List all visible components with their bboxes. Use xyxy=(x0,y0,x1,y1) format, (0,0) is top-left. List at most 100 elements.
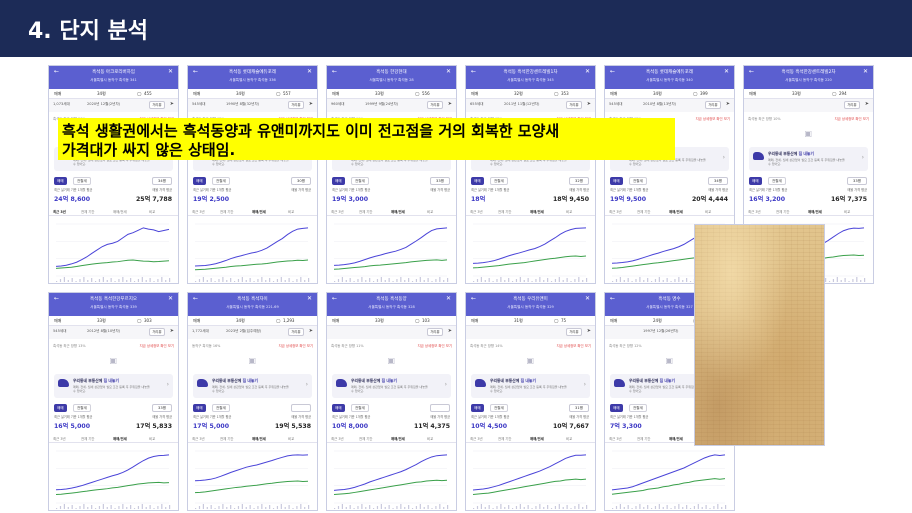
notice-link[interactable]: 지금 상세정보 확인 보기 xyxy=(278,344,313,348)
notice-link[interactable]: 지금 상세정보 확인 보기 xyxy=(139,344,174,348)
back-arrow-icon[interactable]: ← xyxy=(193,68,199,75)
street-view-button[interactable]: 거리뷰 xyxy=(427,328,443,336)
deal-type-label[interactable]: 매매 xyxy=(54,318,62,323)
period-tab[interactable]: 매매/전세 xyxy=(113,437,127,441)
share-icon[interactable]: ➤ xyxy=(725,101,730,107)
promo-link[interactable]: 집 내놓기 xyxy=(798,151,814,156)
camera-icon[interactable]: ▣ xyxy=(526,356,535,365)
tab-jeonse[interactable]: 전월세 xyxy=(768,177,786,185)
comment-icon[interactable]: ◯ xyxy=(554,318,559,323)
listing-card[interactable]: ← 흑석동 흑석한강푸르지오 서울특별시 동작구 흑석동 339 ✕ 매매 33평 ◯ 303… xyxy=(48,292,179,511)
share-icon[interactable]: ➤ xyxy=(169,328,174,334)
promo-link[interactable]: 집 내놓기 xyxy=(659,378,675,383)
pyeong-label[interactable]: 33평 xyxy=(792,91,801,96)
back-arrow-icon[interactable]: ← xyxy=(193,295,199,302)
period-tab[interactable]: 최근 3년 xyxy=(331,437,344,441)
street-view-button[interactable]: 거리뷰 xyxy=(844,101,860,109)
share-icon[interactable]: ➤ xyxy=(169,101,174,107)
pyeong-select[interactable] xyxy=(430,404,450,412)
street-view-button[interactable]: 거리뷰 xyxy=(288,101,304,109)
period-tab[interactable]: 매매/전세 xyxy=(669,210,683,214)
period-tab[interactable]: 전체 기간 xyxy=(637,437,651,441)
back-arrow-icon[interactable]: ← xyxy=(471,295,477,302)
back-arrow-icon[interactable]: ← xyxy=(54,295,60,302)
tab-trade[interactable]: 매매 xyxy=(471,177,484,185)
period-tab[interactable]: 전체 기간 xyxy=(498,210,512,214)
share-icon[interactable]: ➤ xyxy=(308,328,313,334)
tab-jeonse[interactable]: 전월세 xyxy=(490,404,508,412)
pyeong-label[interactable]: 34평 xyxy=(236,91,245,96)
comment-icon[interactable]: ◯ xyxy=(415,91,420,96)
deal-type-label[interactable]: 매매 xyxy=(193,91,201,96)
camera-icon[interactable]: ▣ xyxy=(109,356,118,365)
period-tab[interactable]: 매매/전세 xyxy=(808,210,822,214)
deal-type-label[interactable]: 매매 xyxy=(610,91,618,96)
listing-card[interactable]: ← 흑석동 흑석동양 서울특별시 동작구 흑석동 328 ✕ 매매 33평 ◯ 103 거리뷰 ➤… xyxy=(326,292,457,511)
street-view-button[interactable]: 거리뷰 xyxy=(149,328,165,336)
tab-jeonse[interactable]: 전월세 xyxy=(351,404,369,412)
close-icon[interactable]: ✕ xyxy=(167,68,173,75)
comment-icon[interactable]: ◯ xyxy=(137,91,142,96)
tab-jeonse[interactable]: 전월세 xyxy=(73,177,91,185)
period-tab[interactable]: 매매/전세 xyxy=(252,437,266,441)
pyeong-select[interactable]: 33평 xyxy=(847,177,867,185)
tab-jeonse[interactable]: 전월세 xyxy=(212,404,230,412)
listing-card[interactable]: ← 흑석동 흑석한강센트레빌1차 서울특별시 동작구 흑석동 345 ✕ 매매 32평 ◯ 3… xyxy=(465,65,596,284)
period-tab[interactable]: 최근 3년 xyxy=(609,437,622,441)
tab-trade[interactable]: 매매 xyxy=(610,177,623,185)
notice-link[interactable]: 지금 상세정보 확인 보기 xyxy=(556,344,591,348)
camera-icon[interactable]: ▣ xyxy=(804,129,813,138)
notice-link[interactable]: 지금 상세정보 확인 보기 xyxy=(834,117,869,121)
street-view-button[interactable]: 거리뷰 xyxy=(427,101,443,109)
period-tab[interactable]: 비교 xyxy=(566,437,573,441)
tab-jeonse[interactable]: 전월세 xyxy=(629,177,647,185)
tab-jeonse[interactable]: 전월세 xyxy=(212,177,230,185)
listing-card[interactable]: ← 흑석동 우리유앤미 서울특별시 동작구 흑석동 329 ✕ 매매 31평 ◯ 75 거리뷰 ➤… xyxy=(465,292,596,511)
listing-card[interactable]: ← 흑석동 아크로리버하임 서울특별시 동작구 흑석동 341 ✕ 매매 34평 ◯ 455 1… xyxy=(48,65,179,284)
listing-card[interactable]: ← 흑석동 롯데캐슬에듀포레 서울특별시 동작구 흑석동 336 ✕ 매매 34평 ◯ 557… xyxy=(187,65,318,284)
pyeong-select[interactable]: 32평 xyxy=(569,177,589,185)
close-icon[interactable]: ✕ xyxy=(584,68,590,75)
street-view-button[interactable]: 거리뷰 xyxy=(288,328,304,336)
period-tab[interactable]: 매매/전세 xyxy=(391,210,405,214)
tab-trade[interactable]: 매매 xyxy=(610,404,623,412)
period-tab[interactable]: 비교 xyxy=(705,210,712,214)
deal-type-label[interactable]: 매매 xyxy=(332,318,340,323)
share-icon[interactable]: ➤ xyxy=(864,101,869,107)
pyeong-label[interactable]: 34평 xyxy=(97,91,106,96)
pyeong-select[interactable]: 33평 xyxy=(152,404,172,412)
period-tab[interactable]: 비교 xyxy=(566,210,573,214)
period-tab[interactable]: 비교 xyxy=(844,210,851,214)
period-tab[interactable]: 매매/전세 xyxy=(669,437,683,441)
close-icon[interactable]: ✕ xyxy=(167,295,173,302)
back-arrow-icon[interactable]: ← xyxy=(749,68,755,75)
share-icon[interactable]: ➤ xyxy=(586,101,591,107)
deal-type-label[interactable]: 매매 xyxy=(471,91,479,96)
period-tab[interactable]: 비교 xyxy=(427,437,434,441)
close-icon[interactable]: ✕ xyxy=(862,68,868,75)
back-arrow-icon[interactable]: ← xyxy=(332,295,338,302)
promo-link[interactable]: 집 내놓기 xyxy=(103,378,119,383)
pyeong-label[interactable]: 33평 xyxy=(375,318,384,323)
period-tab[interactable]: 매매/전세 xyxy=(113,210,127,214)
comment-icon[interactable]: ◯ xyxy=(554,91,559,96)
share-icon[interactable]: ➤ xyxy=(447,328,452,334)
listing-card[interactable]: ← 흑석동 흑석자이 서울특별시 동작구 흑석동 221-69 ✕ 매매 34평 ◯ 1,29… xyxy=(187,292,318,511)
tab-trade[interactable]: 매매 xyxy=(54,404,67,412)
tab-jeonse[interactable]: 전월세 xyxy=(73,404,91,412)
comment-icon[interactable]: ◯ xyxy=(137,318,142,323)
promo-link[interactable]: 집 내놓기 xyxy=(381,378,397,383)
period-tab[interactable]: 전체 기간 xyxy=(81,437,95,441)
tab-jeonse[interactable]: 전월세 xyxy=(629,404,647,412)
street-view-button[interactable]: 거리뷰 xyxy=(566,328,582,336)
period-tab[interactable]: 최근 3년 xyxy=(470,437,483,441)
share-icon[interactable]: ➤ xyxy=(308,101,313,107)
tab-trade[interactable]: 매매 xyxy=(749,177,762,185)
tab-trade[interactable]: 매매 xyxy=(471,404,484,412)
pyeong-label[interactable]: 31평 xyxy=(514,318,523,323)
pyeong-label[interactable]: 34평 xyxy=(236,318,245,323)
deal-type-label[interactable]: 매매 xyxy=(610,318,618,323)
